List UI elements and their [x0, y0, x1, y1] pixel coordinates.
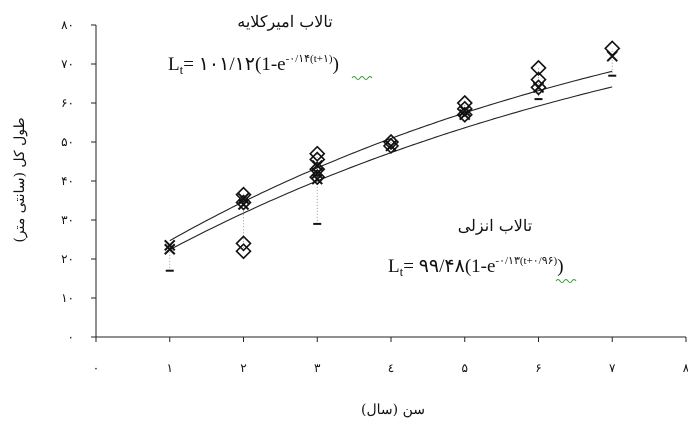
data-point-diamond: [235, 243, 252, 260]
annotation-2-title: تالاب انزلی: [458, 216, 533, 235]
annotation-1-equation: Lt= ۱۰۱/۱۲(1-e-۰/۱۴(t+۱)): [168, 53, 339, 77]
annotation-1-eq: = ۱۰۱/۱۲: [183, 54, 255, 75]
y-tick-label: ۱۰: [61, 291, 74, 305]
annotation-2-exp: -۰/۱۳(t+۰/۹۶): [495, 255, 557, 267]
x-tick-label: ۸: [683, 361, 688, 375]
y-tick-label: ۵۰: [61, 135, 74, 149]
x-tick-label: ۰: [93, 361, 99, 375]
annotation-1-squiggle: [351, 76, 373, 80]
data-point-cross: [385, 140, 397, 152]
annotation-2-equation: Lt= ۹۹/۴۸(1-e-۰/۱۳(t+۰/۹۶)): [388, 255, 564, 279]
annotation-1-title: تالاب امیرکلایه: [237, 12, 332, 31]
x-tick-label: ۶: [535, 361, 541, 375]
y-axis-title: طول کل (سانتی متر): [12, 117, 28, 242]
data-point-cross: [311, 159, 323, 172]
x-tick-label: ۵: [462, 361, 468, 375]
annotation-1-body: (1-e: [255, 54, 286, 75]
x-axis-title: سن (سال): [361, 402, 425, 418]
growth-curve-1: [169, 70, 613, 242]
annotation-1-close: ): [333, 54, 339, 75]
y-tick-label: ۸۰: [61, 18, 74, 32]
data-point-diamond: [530, 79, 547, 96]
annotation-2-sub: t: [400, 264, 404, 279]
y-tick-label: ۲۰: [61, 252, 74, 266]
y-tick-label: ۴۰: [61, 174, 74, 188]
y-tick-label: ۳۰: [61, 213, 74, 227]
annotation-2-close: ): [557, 256, 563, 277]
y-tick-label: ۷۰: [61, 57, 74, 71]
annotation-2-body: (1-e: [465, 256, 496, 277]
x-tick-label: ۳: [314, 361, 321, 375]
annotation-1-exp: -۰/۱۴(t+۱): [286, 53, 333, 65]
growth-curve-2: [169, 86, 613, 251]
x-tick-label: ۷: [609, 361, 616, 375]
data-point-cross: [164, 243, 176, 255]
data-point-diamond: [235, 235, 252, 252]
data-point-cross: [164, 239, 176, 252]
data-point-diamond: [235, 186, 252, 203]
annotation-1-lhs: L: [168, 54, 180, 75]
annotation-2-squiggle: [555, 279, 577, 283]
y-tick-label: ۰: [68, 330, 74, 344]
data-point-diamond: [309, 161, 326, 178]
data-point-cross: [532, 81, 545, 94]
data-point-diamond: [309, 145, 326, 162]
data-point-cross: [237, 192, 250, 205]
data-point-cross: [459, 108, 471, 121]
annotation-1-sub: t: [180, 62, 184, 77]
x-tick-label: ۱: [167, 361, 173, 375]
y-tick-label: ۶۰: [61, 96, 74, 110]
annotation-2-eq: = ۹۹/۴۸: [403, 256, 465, 277]
plot-area: ۰ ۱۰ ۲۰ ۳۰ ۴۰ ۵۰ ۶۰ ۷۰ ۸۰ ۰ ۱ ۲ ۳ ٤ ۵ ۶ ۷ ۸: [61, 18, 688, 375]
data-point-diamond: [530, 59, 547, 77]
data-point-diamond: [456, 106, 473, 123]
data-point-cross: [606, 50, 618, 62]
x-tick-label: ٤: [388, 361, 394, 375]
annotation-2-lhs: L: [388, 256, 400, 277]
data-point-diamond: [382, 133, 400, 151]
data-point-cross: [459, 105, 471, 117]
x-tick-label: ۲: [240, 361, 246, 375]
